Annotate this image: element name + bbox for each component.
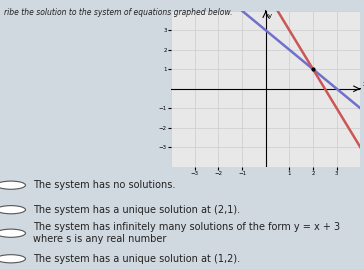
Circle shape xyxy=(0,181,25,189)
Circle shape xyxy=(0,255,25,263)
Text: The system has infinitely many solutions of the form y = x + 3 where s is any re: The system has infinitely many solutions… xyxy=(33,222,340,244)
Circle shape xyxy=(0,206,25,214)
Circle shape xyxy=(0,229,25,237)
Text: y: y xyxy=(268,13,272,19)
Text: The system has a unique solution at (1,2).: The system has a unique solution at (1,2… xyxy=(33,254,240,264)
Text: ribe the solution to the system of equations graphed below.: ribe the solution to the system of equat… xyxy=(4,8,232,17)
Text: The system has no solutions.: The system has no solutions. xyxy=(33,180,175,190)
Text: x: x xyxy=(363,81,364,87)
Text: The system has a unique solution at (2,1).: The system has a unique solution at (2,1… xyxy=(33,205,240,215)
